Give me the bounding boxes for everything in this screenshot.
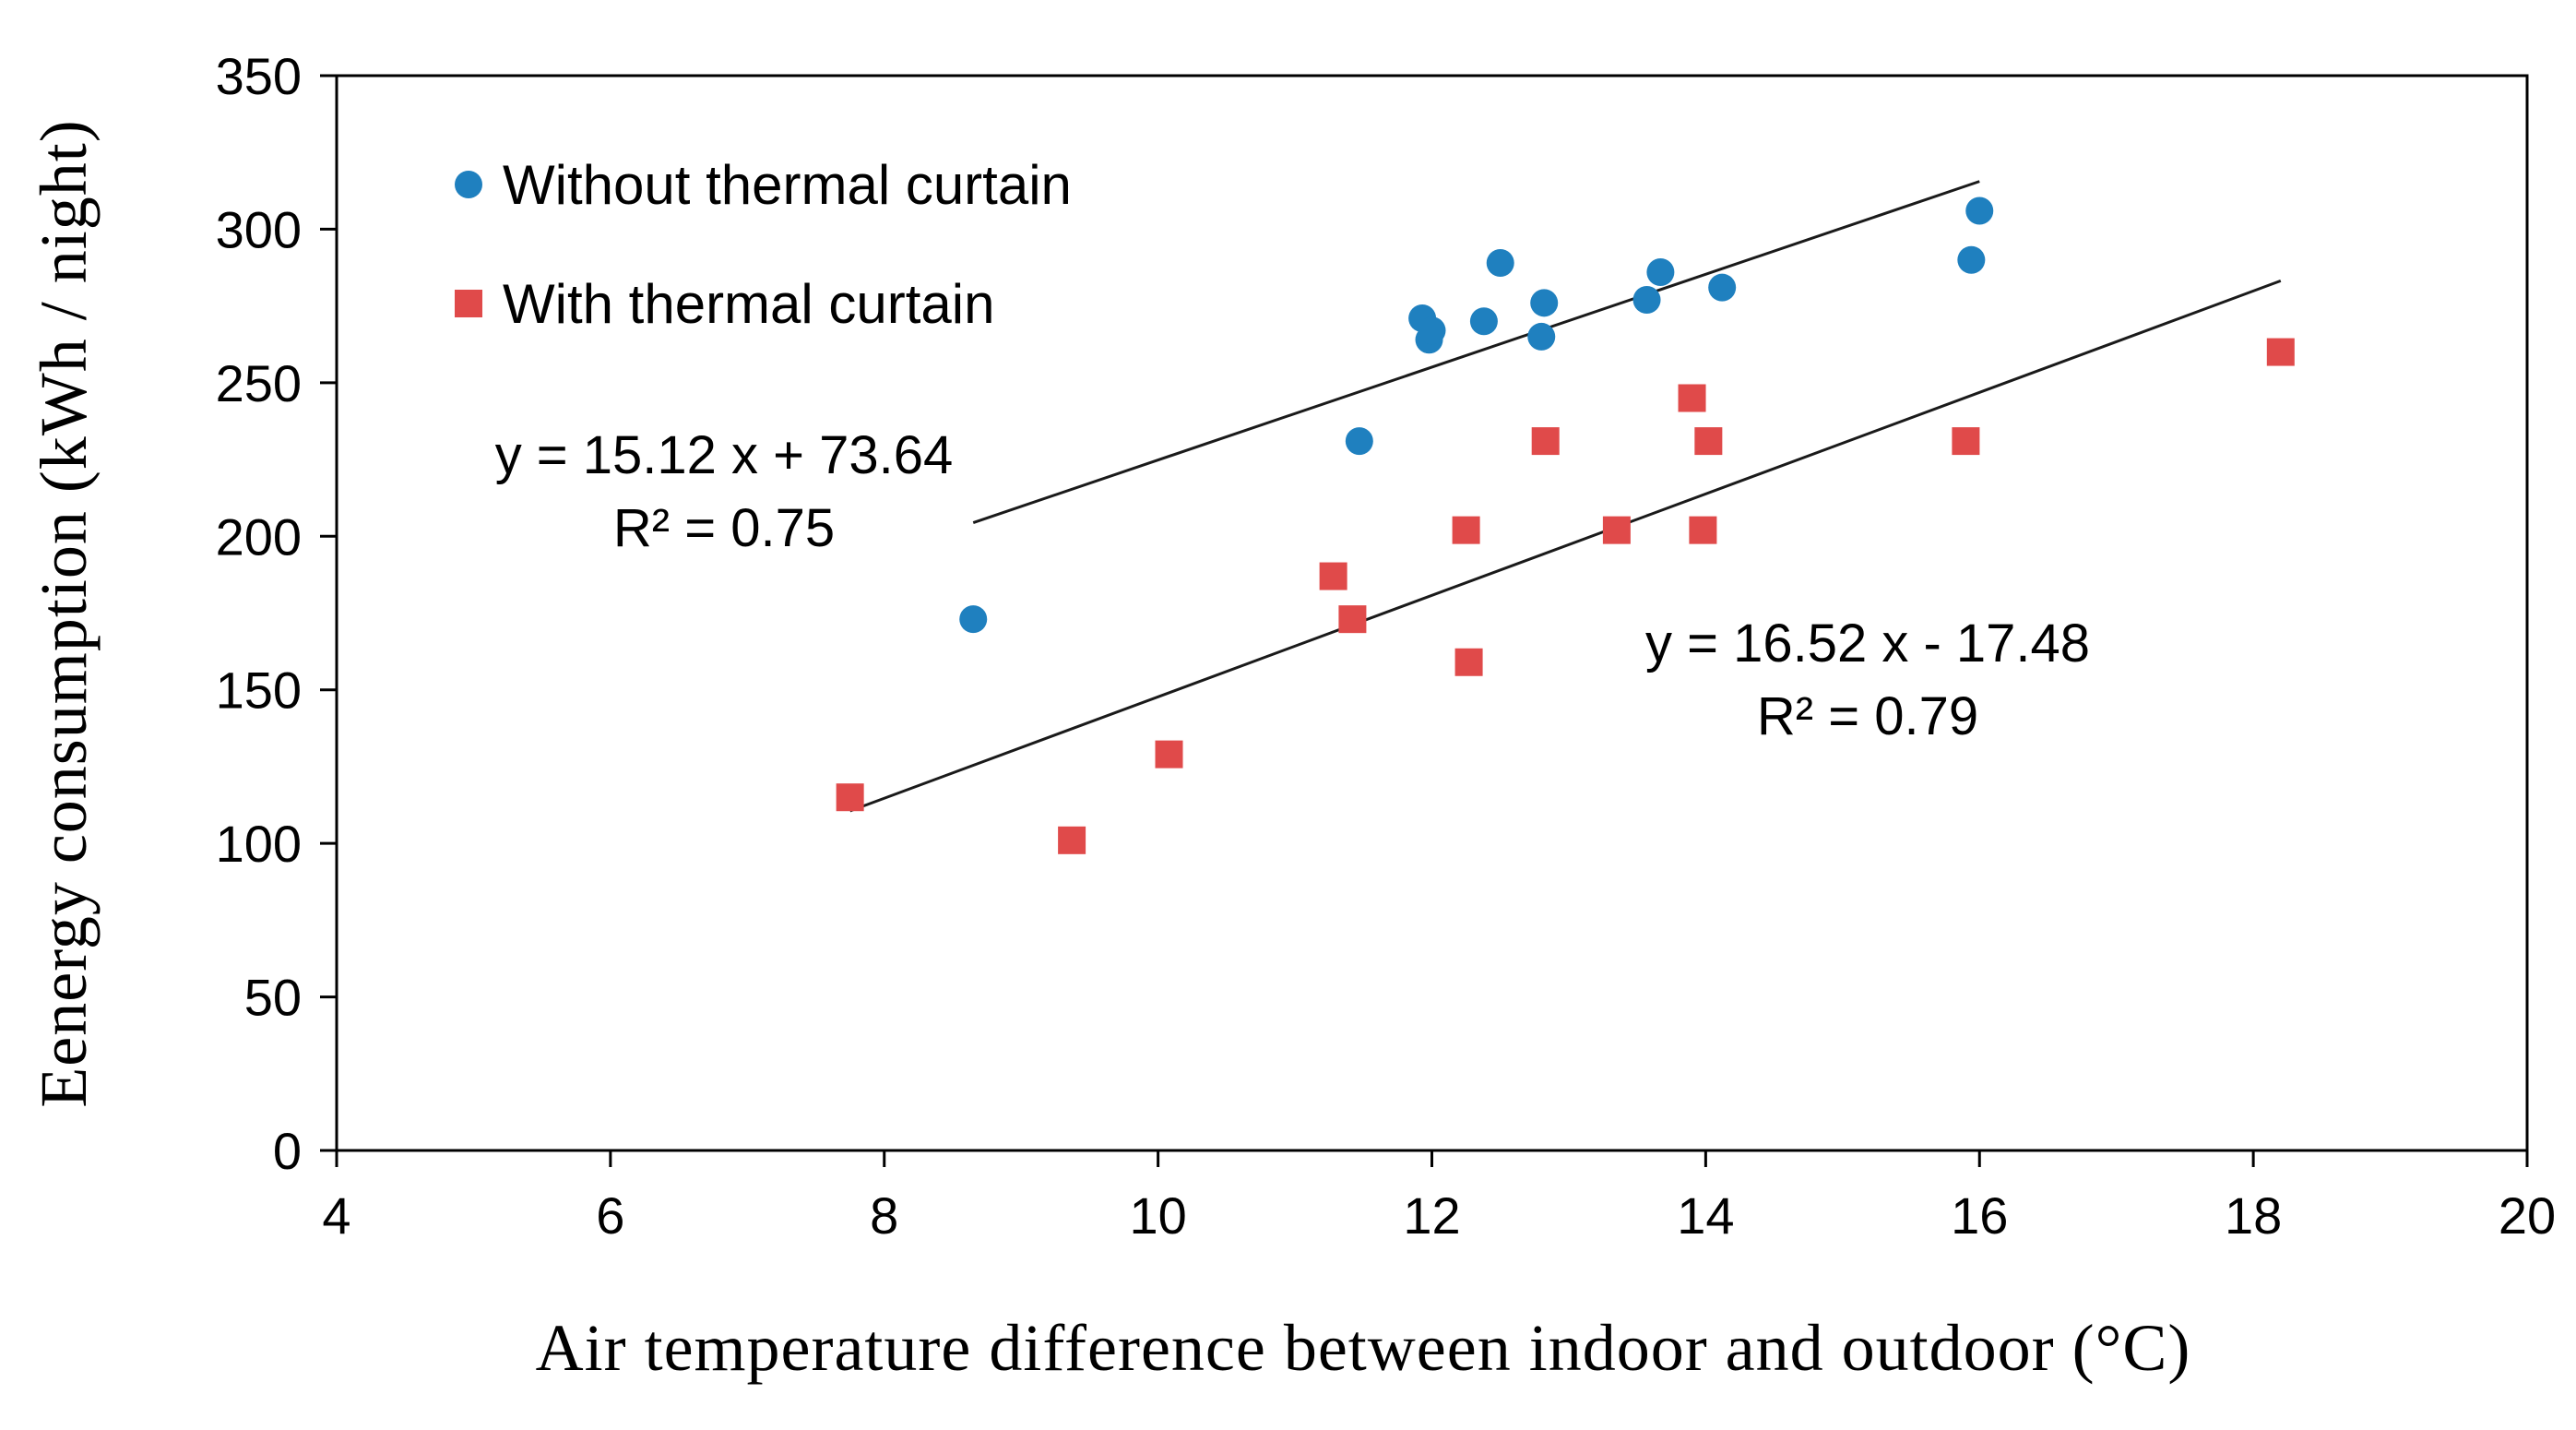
y-axis-title: Eenergy consumption (kWh / night) — [27, 119, 101, 1107]
data-point-circle — [1530, 289, 1559, 317]
data-point-square — [1694, 427, 1723, 456]
legend-marker-square — [455, 290, 482, 317]
regression-annotations: y = 15.12 x + 73.64 R² = 0.75 y = 16.52 x … — [495, 425, 2090, 746]
data-points — [836, 197, 2295, 854]
y-tick-label: 150 — [216, 661, 302, 720]
y-axis: 0 50 100 150 200 250 300 350 — [216, 47, 337, 1180]
data-point-circle — [1965, 197, 1994, 225]
x-tick-label: 18 — [2225, 1186, 2282, 1245]
legend-label: With thermal curtain — [503, 273, 995, 335]
data-point-circle — [1632, 285, 1661, 314]
r-squared-label: R² = 0.79 — [1757, 686, 1978, 746]
data-point-square — [1531, 427, 1560, 456]
data-point-circle — [1486, 249, 1514, 278]
y-tick-label: 200 — [216, 507, 302, 566]
x-tick-label: 14 — [1677, 1186, 1734, 1245]
data-point-square — [836, 783, 864, 812]
data-point-circle — [1345, 427, 1373, 456]
y-tick-label: 100 — [216, 815, 302, 873]
trendlines — [849, 180, 2282, 813]
x-tick-label: 6 — [596, 1186, 624, 1245]
regression-equation: y = 16.52 x - 17.48 — [1645, 614, 2090, 673]
y-tick-label: 0 — [273, 1122, 302, 1180]
data-point-square — [1452, 516, 1480, 544]
data-point-square — [1689, 516, 1717, 544]
x-tick-label: 4 — [322, 1186, 350, 1245]
data-point-square — [1155, 740, 1183, 769]
data-point-circle — [1469, 307, 1498, 336]
x-axis: 4 6 8 10 12 14 16 18 20 — [322, 1150, 2556, 1245]
y-tick-label: 50 — [244, 969, 302, 1027]
data-point-circle — [1527, 322, 1556, 351]
data-point-square — [1602, 516, 1631, 544]
x-tick-label: 8 — [870, 1186, 898, 1245]
r-squared-label: R² = 0.75 — [613, 498, 835, 558]
data-point-square — [1058, 826, 1086, 854]
y-tick-label: 250 — [216, 354, 302, 412]
data-point-circle — [1418, 316, 1446, 345]
x-tick-label: 12 — [1403, 1186, 1460, 1245]
x-tick-label: 20 — [2499, 1186, 2556, 1245]
legend-label: Without thermal curtain — [503, 154, 1072, 216]
x-axis-title: Air temperature difference between indoo… — [536, 1311, 2191, 1385]
data-point-square — [1454, 648, 1483, 676]
data-point-square — [1952, 427, 1980, 456]
legend-marker-circle — [455, 171, 482, 198]
plot-area-border — [335, 74, 2529, 1152]
data-point-square — [1678, 384, 1706, 412]
legend: Without thermal curtain With thermal curt… — [455, 154, 1072, 335]
y-tick-label: 300 — [216, 200, 302, 258]
data-point-circle — [1957, 245, 1986, 274]
data-point-square — [2266, 338, 2295, 366]
trendline-series-1 — [849, 279, 2282, 813]
data-point-circle — [1708, 273, 1737, 302]
data-point-circle — [959, 605, 988, 634]
trendline-series-0 — [972, 180, 1980, 524]
data-point-circle — [1646, 258, 1675, 287]
x-tick-label: 16 — [1951, 1186, 2008, 1245]
regression-equation: y = 15.12 x + 73.64 — [495, 425, 954, 485]
x-tick-label: 10 — [1129, 1186, 1186, 1245]
y-tick-label: 350 — [216, 47, 302, 105]
data-point-square — [1319, 562, 1347, 590]
data-point-square — [1338, 605, 1367, 634]
